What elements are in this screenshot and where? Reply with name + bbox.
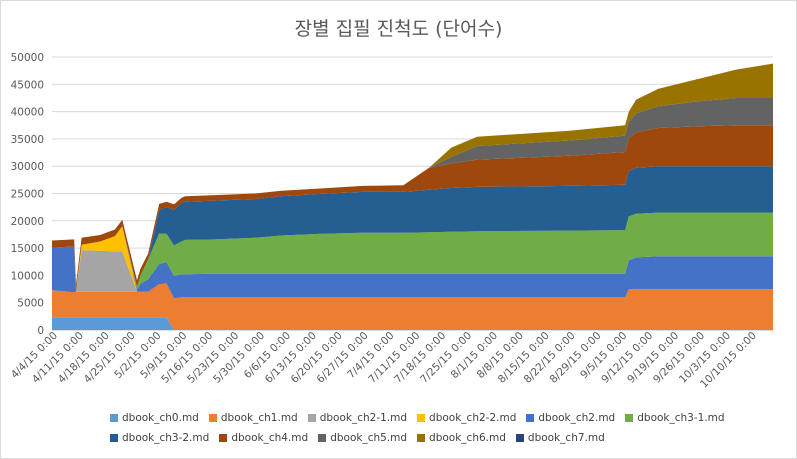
- y-axis-labels: 0 5000 10000 15000 20000 25000 30000 35000 40000…: [11, 52, 44, 337]
- legend-swatch: [515, 434, 524, 442]
- legend-row: dbook_ch0.md dbook_ch1.md dbook_ch2-1.md db…: [110, 408, 725, 428]
- legend-item: dbook_ch1.md: [208, 412, 298, 424]
- legend-swatch: [417, 414, 426, 422]
- area-dbook_ch3-1-md: [52, 212, 773, 292]
- legend-item: dbook_ch2.md: [526, 412, 615, 424]
- legend-label: dbook_ch2-1.md: [319, 412, 408, 424]
- y-tick-label: 10000: [11, 270, 44, 282]
- chart-title: 장별 집필 진척도 (단어수): [294, 18, 503, 40]
- legend-item: dbook_ch4.md: [219, 432, 308, 444]
- legend-label: dbook_ch3-2.md: [122, 432, 210, 444]
- legend-label: dbook_ch6.md: [429, 432, 506, 444]
- legend-item: dbook_ch3-1.md: [625, 412, 725, 424]
- legend-item: dbook_ch0.md: [110, 412, 199, 424]
- legend-swatch: [417, 434, 426, 442]
- area-dbook_ch2-md: [52, 226, 773, 299]
- legend-swatch: [110, 434, 118, 442]
- y-tick-label: 30000: [11, 161, 44, 173]
- y-tick-label: 35000: [11, 134, 44, 146]
- x-axis-labels: 4/4/15 0:004/11/15 0:004/18/15 0:004/25/…: [9, 330, 759, 391]
- legend-row: dbook_ch3-2.md dbook_ch4.md dbook_ch5.md db…: [110, 428, 710, 448]
- area-dbook_ch3-2-md: [52, 166, 773, 292]
- y-tick-label: 45000: [11, 79, 44, 91]
- legend-item: dbook_ch2-2.md: [417, 412, 516, 424]
- legend-swatch: [110, 414, 118, 422]
- legend-item: dbook_ch2-1.md: [307, 412, 408, 424]
- y-tick-label: 40000: [11, 107, 44, 119]
- y-tick-label: 15000: [11, 243, 44, 255]
- area-dbook_ch0-md: [52, 317, 773, 330]
- area-dbook_ch4-md: [52, 125, 773, 292]
- y-tick-label: 25000: [11, 189, 44, 201]
- legend: dbook_ch0.md dbook_ch1.md dbook_ch2-1.md db…: [110, 408, 725, 448]
- legend-label: dbook_ch1.md: [220, 412, 298, 424]
- area-dbook_ch6-md: [52, 63, 773, 285]
- legend-swatch: [307, 414, 316, 422]
- legend-label: dbook_ch2-2.md: [429, 412, 517, 424]
- legend-swatch: [318, 434, 327, 442]
- legend-label: dbook_ch4.md: [231, 432, 309, 444]
- area-dbook_ch5-md: [52, 98, 773, 285]
- legend-label: dbook_ch0.md: [122, 412, 199, 424]
- legend-item: dbook_ch5.md: [318, 432, 407, 444]
- legend-label: dbook_ch5.md: [330, 432, 408, 444]
- legend-swatch: [526, 414, 535, 422]
- y-tick-label: 20000: [11, 216, 44, 228]
- legend-label: dbook_ch7.md: [527, 432, 605, 444]
- legend-item: dbook_ch3-2.md: [110, 432, 209, 444]
- area-dbook_ch1-md: [52, 283, 773, 330]
- legend-label: dbook_ch3-1.md: [637, 412, 725, 424]
- y-tick-label: 0: [37, 325, 44, 337]
- legend-label: dbook_ch2.md: [538, 412, 616, 424]
- stacked-areas: [52, 63, 773, 330]
- legend-item: dbook_ch7.md: [515, 432, 605, 444]
- legend-swatch: [625, 414, 634, 422]
- legend-swatch: [208, 414, 217, 422]
- y-tick-label: 50000: [11, 52, 44, 64]
- y-tick-label: 5000: [17, 298, 44, 310]
- legend-swatch: [219, 434, 228, 442]
- legend-item: dbook_ch6.md: [417, 432, 506, 444]
